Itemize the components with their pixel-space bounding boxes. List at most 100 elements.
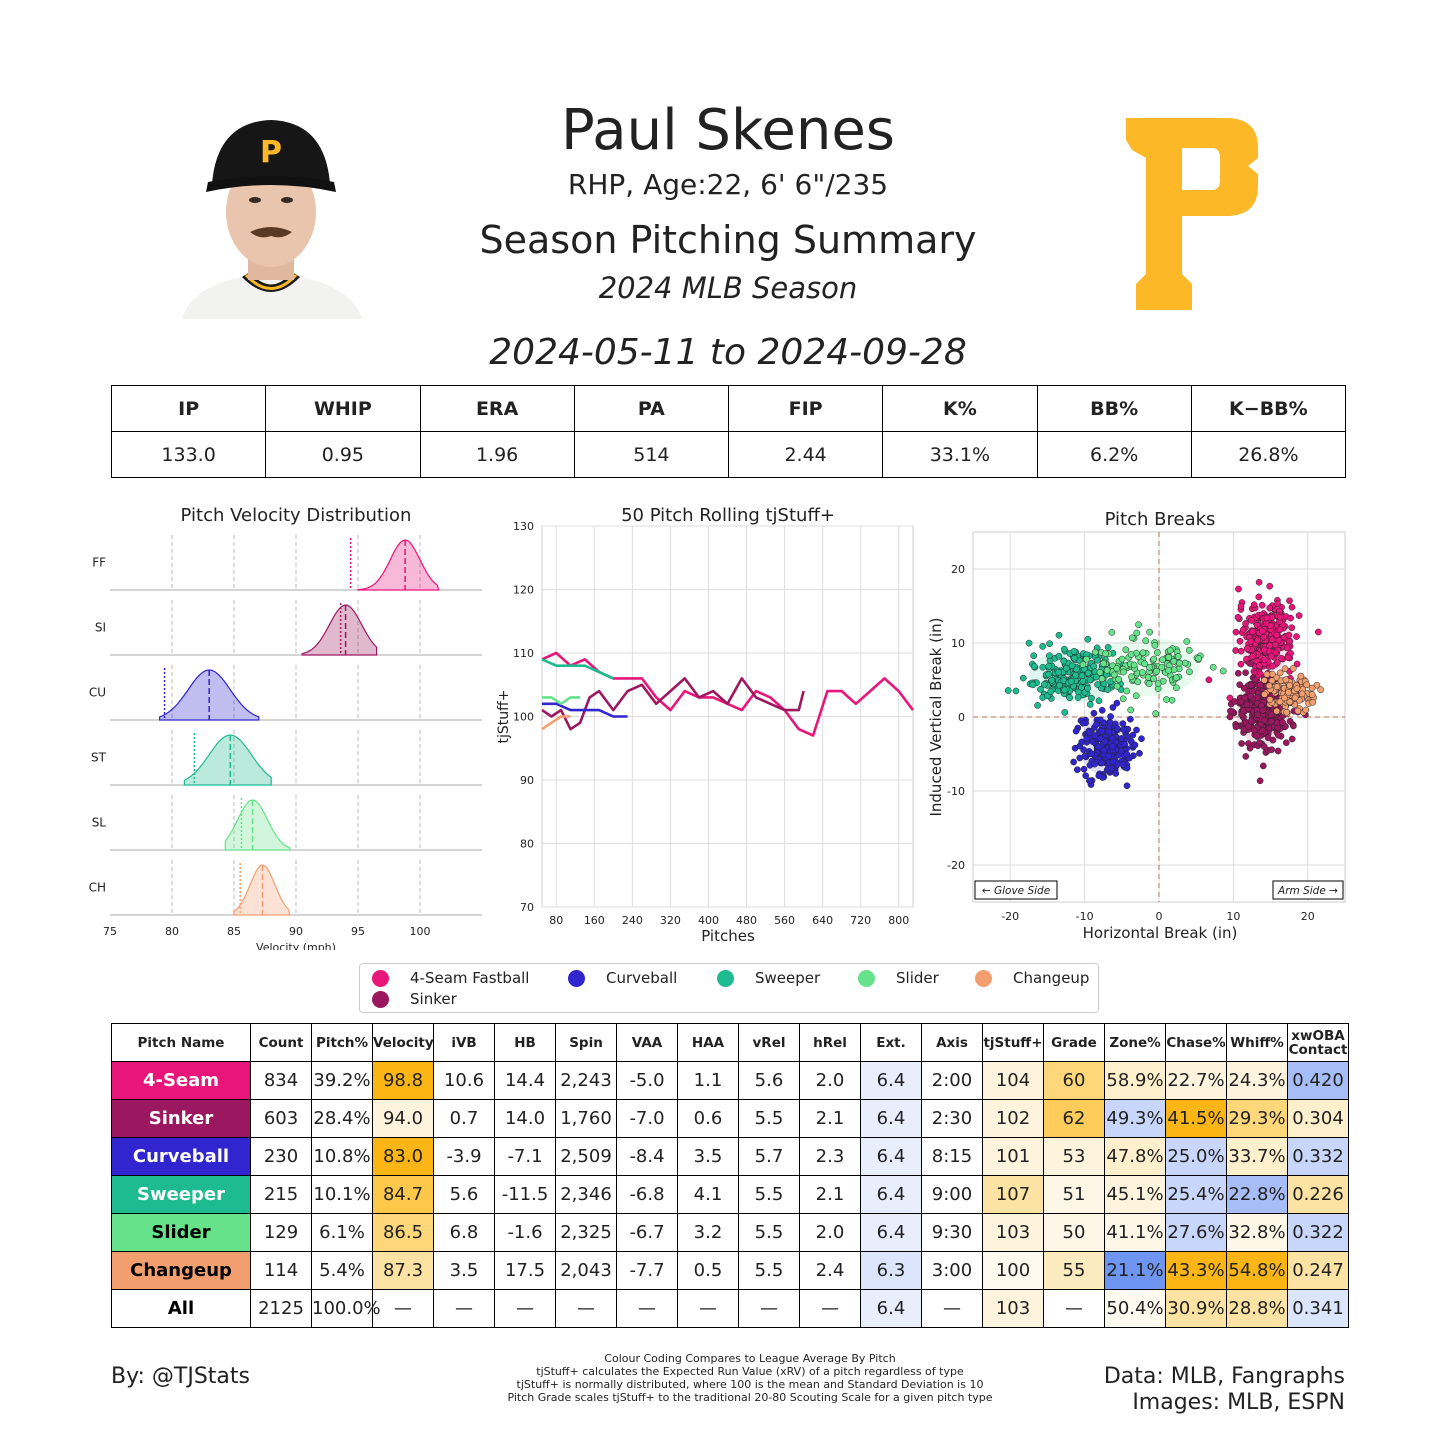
break-point <box>1074 694 1082 701</box>
break-point <box>1291 694 1299 702</box>
break-point <box>1264 734 1272 742</box>
break-point <box>1117 747 1125 755</box>
pitch-table-cell: 101 <box>982 1137 1044 1176</box>
credit-author: By: @TJStats <box>111 1364 251 1389</box>
pitch-table-cell: 2,509 <box>555 1137 617 1176</box>
pitch-table-cell: 50 <box>1043 1213 1105 1252</box>
break-point <box>1263 614 1271 622</box>
break-point <box>1232 723 1240 731</box>
stat-value: 133.0 <box>110 431 267 478</box>
break-point <box>1073 766 1081 774</box>
pitch-table-cell: 6.3 <box>860 1251 922 1290</box>
pitch-table-cell: 60 <box>1043 1061 1105 1100</box>
pitch-table-cell: 39.2% <box>311 1061 373 1100</box>
pitch-table-cell: 25.4% <box>1165 1175 1227 1214</box>
pitch-table-row: 4-Seam 834 39.2% 98.8 10.6 14.4 2,243 -5.0 1.1 5.… <box>111 1061 1349 1100</box>
break-point <box>1120 668 1127 676</box>
break-point <box>1056 681 1063 689</box>
break-point <box>1239 626 1247 634</box>
break-point <box>1293 660 1301 668</box>
break-point <box>1108 735 1116 742</box>
break-point <box>1091 648 1099 656</box>
pitch-table-cell: 6.1% <box>311 1213 373 1252</box>
pitch-table-cell: 58.9% <box>1104 1061 1166 1100</box>
pitch-table-header: Count <box>250 1023 312 1062</box>
break-point <box>1273 683 1281 691</box>
break-point <box>1253 732 1261 739</box>
x-tick-label: 80 <box>549 914 563 927</box>
break-point <box>1309 698 1317 706</box>
break-point <box>1039 643 1047 650</box>
break-point <box>1094 681 1101 688</box>
x-axis-label: Velocity (mph) <box>256 941 336 950</box>
break-point <box>1115 675 1123 683</box>
pitch-table-cell: 6.4 <box>860 1289 922 1328</box>
pitch-table-cell: -7.0 <box>616 1099 678 1138</box>
pitch-table-cell: 51 <box>1043 1175 1105 1214</box>
break-point <box>1109 758 1117 766</box>
stat-header: PA <box>573 385 730 432</box>
pitch-table-header: Axis <box>921 1023 983 1062</box>
break-point <box>1274 747 1282 755</box>
y-tick-label: 110 <box>513 647 534 660</box>
pitch-table-cell: 5.5 <box>738 1213 800 1252</box>
break-point <box>1185 646 1193 654</box>
pitch-table-cell: — <box>433 1289 495 1328</box>
break-point <box>1281 694 1288 702</box>
break-point <box>1266 642 1274 650</box>
pitch-table-header: HB <box>494 1023 556 1062</box>
pitch-table-row: Slider 129 6.1% 86.5 6.8 -1.6 2,325 -6.7 3.2 5.5 2… <box>111 1213 1349 1252</box>
y-tick-label: 20 <box>951 563 965 576</box>
pitch-table-header: Grade <box>1043 1023 1105 1062</box>
break-point <box>1219 667 1227 675</box>
break-point <box>1241 694 1249 701</box>
pitch-table-cell: 5.7 <box>738 1137 800 1176</box>
break-point <box>1286 682 1293 689</box>
break-point <box>1232 628 1240 636</box>
break-point <box>1105 752 1113 760</box>
pitch-table-cell: 50.4% <box>1104 1289 1166 1328</box>
break-point <box>1238 740 1245 747</box>
break-point <box>1145 680 1153 688</box>
break-point <box>1061 686 1069 694</box>
legend-label: Changeup <box>1013 969 1090 987</box>
pitch-name-cell: Sinker <box>111 1099 251 1138</box>
x-tick-label: -10 <box>1076 910 1094 923</box>
break-point <box>1265 682 1273 690</box>
break-point <box>1096 669 1104 676</box>
break-point <box>1268 746 1276 754</box>
velocity-density <box>357 539 440 591</box>
break-point <box>1132 692 1140 700</box>
break-point <box>1250 601 1258 609</box>
break-point <box>1283 644 1291 652</box>
y-tick-label: 10 <box>951 637 965 650</box>
break-point <box>1113 725 1121 732</box>
legend-marker <box>372 991 389 1008</box>
pitch-table-cell: 14.4 <box>494 1061 556 1100</box>
break-point <box>1133 726 1140 734</box>
break-point <box>1248 617 1255 624</box>
rolling-tjstuff-chart: 50 Pitch Rolling tjStuff+ 80 160 240 320 400 4… <box>496 505 915 945</box>
break-point <box>1260 633 1268 641</box>
x-tick-label: 75 <box>103 925 117 938</box>
pitch-table-cell: 230 <box>250 1137 312 1176</box>
x-tick-label: 80 <box>165 925 179 938</box>
break-point <box>1037 685 1044 693</box>
pitch-table-cell: — <box>921 1289 983 1328</box>
pitch-table-cell: 1,760 <box>555 1099 617 1138</box>
break-point <box>1247 637 1255 645</box>
break-point <box>1072 671 1080 679</box>
y-tick-label: -20 <box>947 859 965 872</box>
break-point <box>1237 698 1245 706</box>
stat-value: 2.44 <box>727 431 884 478</box>
stat-header: FIP <box>727 385 884 432</box>
legend-marker <box>975 970 992 987</box>
pitch-table-cell: 28.8% <box>1226 1289 1288 1328</box>
break-point <box>1104 686 1112 693</box>
break-point <box>1120 726 1127 734</box>
break-point <box>1302 706 1310 714</box>
break-point <box>1286 698 1294 706</box>
pitch-table: Pitch Name Count Pitch% Velocity iVB HB Spin VA… <box>111 1023 1349 1328</box>
row-label: CU <box>89 686 106 700</box>
footnote-line: tjStuff+ is normally distributed, where … <box>516 1378 984 1391</box>
